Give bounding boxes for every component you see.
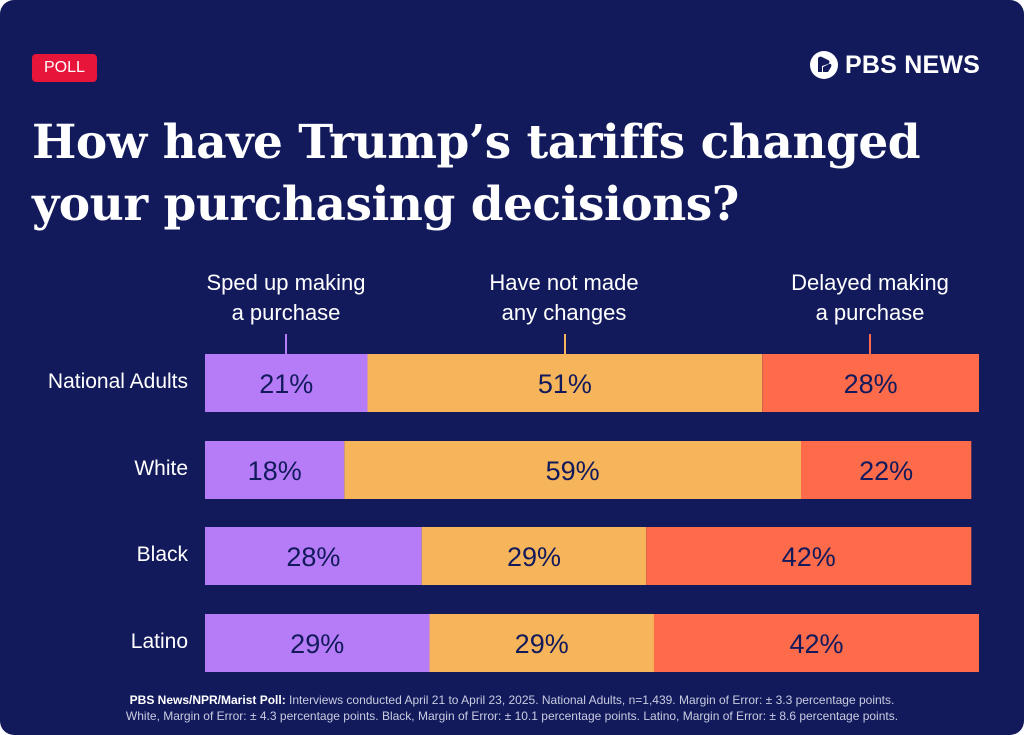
bar-label-latino-no-change: 29% — [515, 629, 569, 659]
bar-label-white-delayed: 22% — [859, 456, 913, 486]
bar-national-adults-sped-up — [205, 354, 368, 412]
pbs-head-icon — [810, 51, 839, 79]
bar-white-delayed — [801, 441, 972, 499]
row-label-black: Black — [136, 543, 188, 566]
legend-sped-up-tick — [285, 334, 287, 354]
row-label-latino: Latino — [130, 630, 188, 653]
bar-black-sped-up — [205, 527, 422, 585]
legend-sped-up-line2: a purchase — [231, 300, 341, 325]
legend-delayed-line2: a purchase — [815, 300, 925, 325]
pbs-news-logo: PBS NEWS — [809, 50, 980, 80]
bar-latino-sped-up — [205, 614, 430, 672]
bar-national-adults-delayed — [762, 354, 979, 412]
bar-label-latino-delayed: 42% — [789, 629, 843, 659]
legend-delayed-line1: Delayed making — [791, 270, 949, 295]
bar-label-black-no-change: 29% — [507, 542, 561, 572]
legend-delayed-tick — [869, 334, 871, 354]
bar-label-latino-sped-up: 29% — [290, 629, 344, 659]
legend-no-change: Have not made any changes — [454, 268, 674, 328]
footnote-source: PBS News/NPR/Marist Poll: — [129, 693, 286, 707]
chart-title: How have Trump’s tariffs changed your pu… — [32, 115, 921, 232]
poll-badge: POLL — [32, 54, 97, 82]
footnote-line1: PBS News/NPR/Marist Poll: Interviews con… — [0, 692, 1024, 708]
footnote-text1: Interviews conducted April 21 to April 2… — [289, 693, 895, 707]
bar-white-sped-up — [205, 441, 345, 499]
bar-latino-no-change — [429, 614, 654, 672]
legend-delayed: Delayed making a purchase — [760, 268, 980, 328]
brand-name: PBS NEWS — [845, 50, 980, 79]
legend-no-change-line2: any changes — [501, 300, 627, 325]
bar-national-adults-no-change — [367, 354, 763, 412]
bar-white-no-change — [344, 441, 801, 499]
footnote: PBS News/NPR/Marist Poll: Interviews con… — [0, 692, 1024, 724]
bar-black-no-change — [421, 527, 647, 585]
row-label-national-adults: National Adults — [47, 370, 188, 393]
bar-label-national-adults-no-change: 51% — [538, 369, 592, 399]
bar-label-black-sped-up: 28% — [286, 542, 340, 572]
bar-label-national-adults-sped-up: 21% — [259, 369, 313, 399]
legend-sped-up: Sped up making a purchase — [176, 268, 396, 328]
legend-no-change-line1: Have not made — [489, 270, 639, 295]
bar-label-white-no-change: 59% — [546, 456, 600, 486]
row-label-white: White — [134, 457, 188, 480]
legend-sped-up-line1: Sped up making — [206, 270, 366, 295]
bar-label-black-delayed: 42% — [782, 542, 836, 572]
bar-latino-delayed — [653, 614, 979, 672]
bar-label-white-sped-up: 18% — [248, 456, 302, 486]
bar-black-delayed — [646, 527, 972, 585]
footnote-line2: White, Margin of Error: ± 4.3 percentage… — [125, 709, 899, 723]
legend-no-change-tick — [564, 334, 566, 354]
bar-label-national-adults-delayed: 28% — [844, 369, 898, 399]
